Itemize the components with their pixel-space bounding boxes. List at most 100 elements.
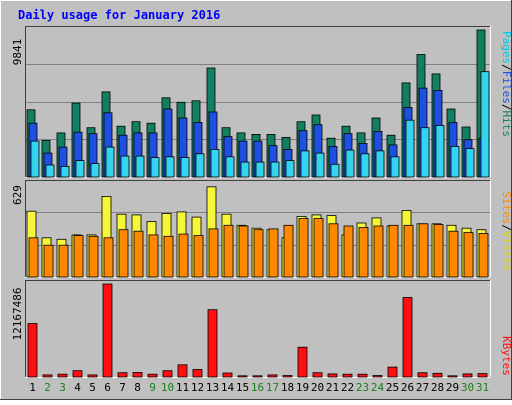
x-tick-label-day-30: 30 bbox=[461, 381, 474, 394]
x-axis-labels: 1 2 3 4 5 6 7 8 9 10 11 12 13 14 15 16 17 18 19 20 21 22 23 24 2… bbox=[29, 381, 489, 394]
bar-sites-day-6 bbox=[103, 237, 114, 278]
bar-kbytes-day-5 bbox=[87, 374, 98, 378]
bar-pages-day-24 bbox=[375, 150, 385, 178]
legend-kbytes: KBytes bbox=[500, 336, 512, 376]
bar-kbytes-day-8 bbox=[132, 371, 143, 378]
bar-sites-day-31 bbox=[478, 232, 489, 278]
bar-kbytes-day-1 bbox=[27, 323, 38, 378]
bar-pages-day-17 bbox=[270, 161, 280, 178]
bar-sites-day-12 bbox=[193, 235, 204, 278]
bar-kbytes-day-3 bbox=[57, 373, 68, 378]
bar-kbytes-day-18 bbox=[282, 375, 293, 378]
kbytes-legend: KBytes bbox=[500, 336, 512, 376]
x-tick-label-day-6: 6 bbox=[104, 381, 111, 394]
x-tick-label-day-20: 20 bbox=[311, 381, 324, 394]
x-tick-label-day-31: 31 bbox=[476, 381, 489, 394]
bar-sites-day-9 bbox=[148, 234, 159, 278]
visits-legend: Sites/Visits bbox=[500, 191, 512, 271]
bar-sites-day-17 bbox=[268, 228, 279, 278]
bar-kbytes-day-13 bbox=[207, 309, 218, 378]
legend-separator: / bbox=[500, 104, 512, 111]
kbytes-ymax-label: 12167486 bbox=[11, 288, 24, 341]
x-tick-label-day-24: 24 bbox=[371, 381, 385, 394]
bar-kbytes-day-22 bbox=[342, 373, 353, 378]
bar-kbytes-day-6 bbox=[102, 283, 113, 378]
bar-sites-day-22 bbox=[343, 225, 354, 278]
bar-pages-day-29 bbox=[450, 145, 460, 178]
bar-sites-day-30 bbox=[463, 232, 474, 278]
bar-sites-day-19 bbox=[298, 218, 309, 278]
x-tick-label-day-29: 29 bbox=[446, 381, 459, 394]
bar-sites-day-16 bbox=[253, 229, 264, 278]
bar-pages-day-5 bbox=[90, 163, 100, 178]
bar-sites-day-18 bbox=[283, 224, 294, 278]
hits-ymax-label: 9841 bbox=[11, 39, 24, 66]
x-tick-label-day-2: 2 bbox=[44, 381, 51, 394]
bar-pages-day-2 bbox=[45, 164, 55, 178]
chart-title: Daily usage for January 2016 bbox=[18, 8, 220, 22]
bar-kbytes-day-20 bbox=[312, 372, 323, 378]
bar-sites-day-29 bbox=[448, 230, 459, 278]
x-tick-label-day-4: 4 bbox=[74, 381, 81, 394]
bar-kbytes-day-11 bbox=[177, 364, 188, 378]
x-tick-label-day-28: 28 bbox=[431, 381, 444, 394]
bar-kbytes-day-23 bbox=[357, 373, 368, 378]
bar-sites-day-7 bbox=[118, 229, 129, 278]
bar-sites-day-21 bbox=[328, 223, 339, 278]
x-tick-label-day-14: 14 bbox=[221, 381, 235, 394]
bar-kbytes-day-14 bbox=[222, 372, 233, 378]
bar-pages-day-6 bbox=[105, 146, 115, 178]
x-tick-label-day-27: 27 bbox=[416, 381, 429, 394]
bar-sites-day-14 bbox=[223, 224, 234, 278]
bar-sites-day-2 bbox=[43, 244, 54, 278]
legend-separator: / bbox=[500, 224, 512, 231]
bar-kbytes-day-31 bbox=[477, 373, 488, 378]
x-tick-label-day-13: 13 bbox=[206, 381, 219, 394]
x-tick-label-day-3: 3 bbox=[59, 381, 66, 394]
bar-sites-day-15 bbox=[238, 225, 249, 278]
bar-kbytes-day-12 bbox=[192, 369, 203, 378]
x-tick-label-day-25: 25 bbox=[386, 381, 399, 394]
bar-kbytes-day-16 bbox=[252, 375, 263, 378]
bar-pages-day-31 bbox=[480, 71, 490, 178]
x-tick-label-day-19: 19 bbox=[296, 381, 309, 394]
hits-legend: Pages/Files/Hits bbox=[500, 31, 512, 137]
bar-kbytes-day-27 bbox=[417, 372, 428, 378]
x-tick-label-day-5: 5 bbox=[89, 381, 96, 394]
bar-sites-day-20 bbox=[313, 218, 324, 278]
bar-sites-day-5 bbox=[88, 235, 99, 278]
bar-sites-day-4 bbox=[73, 235, 84, 278]
bar-pages-day-28 bbox=[435, 125, 445, 178]
bar-pages-day-10 bbox=[165, 156, 175, 178]
bar-sites-day-8 bbox=[133, 230, 144, 278]
bar-pages-day-20 bbox=[315, 152, 325, 178]
bar-sites-day-3 bbox=[58, 244, 69, 278]
bar-sites-day-11 bbox=[178, 233, 189, 278]
x-tick-label-day-21: 21 bbox=[326, 381, 339, 394]
bar-pages-day-19 bbox=[300, 150, 310, 178]
bar-pages-day-16 bbox=[255, 161, 265, 178]
bar-pages-day-7 bbox=[120, 155, 130, 178]
legend-files: Files bbox=[500, 71, 512, 104]
bar-sites-day-13 bbox=[208, 228, 219, 278]
kbytes-plot-area bbox=[25, 280, 490, 377]
bar-pages-day-25 bbox=[390, 156, 400, 178]
x-tick-label-day-1: 1 bbox=[29, 381, 36, 394]
bar-pages-day-8 bbox=[135, 155, 145, 178]
bar-pages-day-21 bbox=[330, 163, 340, 178]
x-tick-label-day-22: 22 bbox=[341, 381, 354, 394]
bar-kbytes-day-21 bbox=[327, 373, 338, 378]
bar-pages-day-23 bbox=[360, 153, 370, 178]
bar-pages-day-1 bbox=[30, 140, 40, 178]
bar-kbytes-day-25 bbox=[387, 366, 398, 378]
bar-pages-day-4 bbox=[75, 160, 85, 178]
x-tick-label-day-26: 26 bbox=[401, 381, 414, 394]
bar-kbytes-day-2 bbox=[42, 374, 53, 378]
bar-pages-day-22 bbox=[345, 149, 355, 178]
bar-sites-day-1 bbox=[28, 237, 39, 278]
bar-kbytes-day-15 bbox=[237, 375, 248, 378]
bar-kbytes-day-19 bbox=[297, 346, 308, 378]
bar-pages-day-13 bbox=[210, 148, 220, 178]
